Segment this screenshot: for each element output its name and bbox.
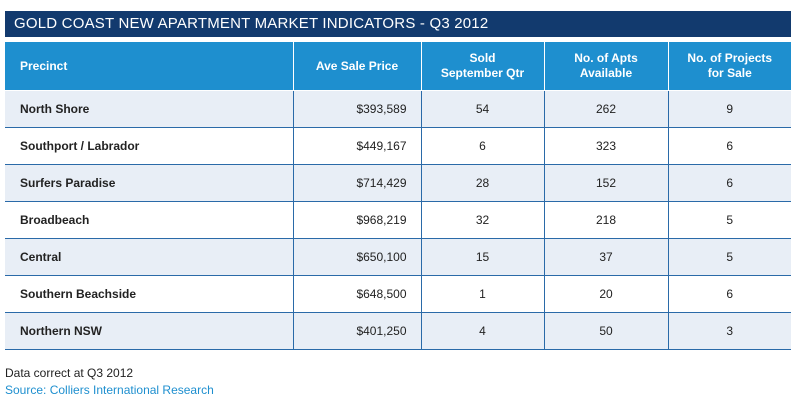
ave-sale-price-cell: $401,250 [292, 312, 421, 350]
table-row: Southport / Labrador $449,167 6 323 6 [5, 127, 791, 165]
precinct-cell: Southern Beachside [5, 275, 293, 313]
apts-available-cell: 152 [543, 164, 668, 202]
column-header-ave-sale-price: Ave Sale Price [292, 42, 422, 91]
projects-for-sale-cell: 6 [667, 164, 791, 202]
sold-cell: 15 [420, 238, 544, 276]
precinct-cell: Surfers Paradise [5, 164, 293, 202]
table-title: GOLD COAST NEW APARTMENT MARKET INDICATO… [5, 11, 791, 37]
ave-sale-price-cell: $968,219 [292, 201, 421, 239]
projects-for-sale-cell: 3 [667, 312, 791, 350]
ave-sale-price-cell: $393,589 [292, 90, 421, 128]
precinct-cell: Central [5, 238, 293, 276]
projects-for-sale-cell: 5 [667, 238, 791, 276]
column-header-apts-available: No. of Apts Available [543, 42, 669, 91]
apts-available-cell: 50 [543, 312, 668, 350]
apts-available-cell: 37 [543, 238, 668, 276]
column-header-precinct: Precinct [5, 42, 294, 91]
footnote: Data correct at Q3 2012 [5, 366, 134, 380]
column-header-line: Precinct [20, 58, 68, 73]
header-row: Precinct Ave Sale Price Sold September Q… [5, 42, 791, 91]
sold-cell: 54 [420, 90, 544, 128]
projects-for-sale-cell: 9 [667, 90, 791, 128]
sold-cell: 32 [420, 201, 544, 239]
column-header-line: for Sale [707, 66, 752, 80]
precinct-cell: North Shore [5, 90, 293, 128]
column-header-line: Sold [469, 51, 496, 65]
column-header-line: No. of Apts [574, 51, 638, 65]
table-row: Southern Beachside $648,500 1 20 6 [5, 275, 791, 313]
sold-cell: 4 [420, 312, 544, 350]
table-row: Central $650,100 15 37 5 [5, 238, 791, 276]
precinct-cell: Northern NSW [5, 312, 293, 350]
precinct-cell: Broadbeach [5, 201, 293, 239]
source-note: Source: Colliers International Research [5, 383, 214, 397]
ave-sale-price-cell: $648,500 [292, 275, 421, 313]
table-body: North Shore $393,589 54 262 9 Southport / Lab… [5, 90, 791, 350]
ave-sale-price-cell: $449,167 [292, 127, 421, 165]
table-row: North Shore $393,589 54 262 9 [5, 90, 791, 128]
apts-available-cell: 323 [543, 127, 668, 165]
column-header-sold-september-qtr: Sold September Qtr [420, 42, 545, 91]
apts-available-cell: 20 [543, 275, 668, 313]
ave-sale-price-cell: $714,429 [292, 164, 421, 202]
market-indicators-table: Precinct Ave Sale Price Sold September Q… [5, 42, 791, 350]
column-header-line: September Qtr [440, 66, 525, 80]
projects-for-sale-cell: 6 [667, 275, 791, 313]
apts-available-cell: 218 [543, 201, 668, 239]
sold-cell: 6 [420, 127, 544, 165]
precinct-cell: Southport / Labrador [5, 127, 293, 165]
sold-cell: 1 [420, 275, 544, 313]
sold-cell: 28 [420, 164, 544, 202]
apts-available-cell: 262 [543, 90, 668, 128]
column-header-line: Available [579, 66, 633, 80]
column-header-line: No. of Projects [687, 51, 773, 65]
projects-for-sale-cell: 6 [667, 127, 791, 165]
ave-sale-price-cell: $650,100 [292, 238, 421, 276]
projects-for-sale-cell: 5 [667, 201, 791, 239]
column-header-line: Ave Sale Price [315, 58, 399, 73]
column-header-projects-for-sale: No. of Projects for Sale [667, 42, 791, 91]
table-row: Surfers Paradise $714,429 28 152 6 [5, 164, 791, 202]
table-row: Broadbeach $968,219 32 218 5 [5, 201, 791, 239]
table-row: Northern NSW $401,250 4 50 3 [5, 312, 791, 350]
